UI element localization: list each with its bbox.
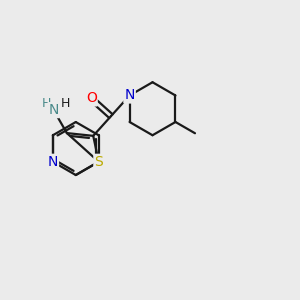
Text: S: S (94, 155, 103, 169)
Text: O: O (86, 92, 97, 105)
Text: N: N (48, 103, 59, 117)
Text: N: N (124, 88, 135, 103)
Text: H: H (61, 97, 70, 110)
Text: H: H (42, 97, 51, 110)
Text: N: N (48, 155, 58, 169)
